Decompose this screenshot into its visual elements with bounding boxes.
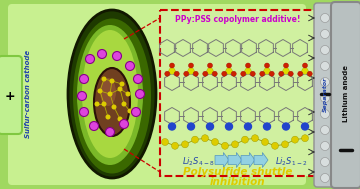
Polygon shape [241,153,255,167]
Circle shape [80,74,89,84]
Circle shape [202,135,208,142]
Circle shape [112,51,122,60]
Circle shape [212,139,219,146]
Circle shape [244,123,252,130]
Circle shape [271,142,279,149]
FancyBboxPatch shape [160,10,315,176]
FancyBboxPatch shape [8,4,306,185]
Circle shape [118,87,122,91]
Circle shape [320,94,329,102]
Circle shape [241,71,246,76]
Text: Separator: Separator [323,76,328,112]
Circle shape [302,68,308,74]
Text: PPy:PSS copolymer additive!: PPy:PSS copolymer additive! [175,15,300,25]
Circle shape [98,89,102,93]
FancyBboxPatch shape [0,56,22,134]
Ellipse shape [77,25,143,165]
Circle shape [112,105,116,109]
Circle shape [320,109,329,119]
Text: $Li_2S_{1-2}$: $Li_2S_{1-2}$ [275,156,307,168]
Circle shape [207,123,213,130]
Circle shape [110,79,114,83]
Circle shape [222,71,227,76]
Circle shape [320,77,329,87]
Circle shape [207,68,213,74]
Circle shape [106,115,110,119]
Circle shape [320,13,329,22]
Circle shape [188,68,194,74]
Circle shape [170,63,175,68]
Circle shape [77,91,86,101]
Polygon shape [228,153,242,167]
Text: +: + [5,90,15,102]
Circle shape [284,63,288,68]
Circle shape [207,63,212,68]
Circle shape [192,136,198,143]
Circle shape [283,68,289,74]
Circle shape [279,71,284,76]
Circle shape [261,139,269,146]
Circle shape [95,102,99,106]
Circle shape [320,46,329,54]
Circle shape [302,123,309,130]
Circle shape [221,142,229,149]
Circle shape [102,77,106,81]
Circle shape [120,82,124,86]
Circle shape [212,71,217,76]
FancyBboxPatch shape [314,3,336,187]
Circle shape [184,71,189,76]
Circle shape [320,157,329,167]
Circle shape [302,63,307,68]
Circle shape [226,63,231,68]
Circle shape [105,128,114,136]
Circle shape [298,71,303,76]
Circle shape [269,71,274,76]
Circle shape [128,109,132,113]
Circle shape [245,68,251,74]
Circle shape [320,174,329,183]
Circle shape [260,71,265,76]
Circle shape [98,50,107,59]
Circle shape [108,92,112,96]
Circle shape [118,117,122,121]
Circle shape [90,122,99,130]
Polygon shape [215,153,229,167]
Circle shape [282,141,288,148]
Circle shape [126,92,130,96]
Circle shape [288,71,293,76]
Circle shape [320,61,329,70]
Circle shape [189,63,194,68]
Circle shape [169,68,175,74]
Ellipse shape [94,68,130,136]
FancyBboxPatch shape [331,2,360,188]
Circle shape [188,123,194,130]
Circle shape [302,135,309,142]
Circle shape [168,123,176,130]
Circle shape [126,61,135,70]
Circle shape [135,90,144,98]
Circle shape [307,71,312,76]
Circle shape [102,102,106,106]
Text: Polysulfide shuttle: Polysulfide shuttle [183,167,292,177]
Circle shape [264,123,270,130]
Circle shape [246,63,251,68]
Circle shape [231,71,236,76]
Ellipse shape [100,78,116,106]
Circle shape [162,139,168,146]
Circle shape [193,71,198,76]
Circle shape [292,136,298,143]
Circle shape [265,63,270,68]
Ellipse shape [68,10,156,178]
Circle shape [242,136,248,143]
Circle shape [165,71,170,76]
Circle shape [320,142,329,150]
Text: Sulfur-carbon cathode: Sulfur-carbon cathode [25,50,31,138]
Circle shape [134,74,143,84]
Ellipse shape [73,19,151,174]
Circle shape [226,68,232,74]
Circle shape [320,29,329,39]
Circle shape [181,141,189,148]
Circle shape [231,141,238,148]
Circle shape [203,71,208,76]
